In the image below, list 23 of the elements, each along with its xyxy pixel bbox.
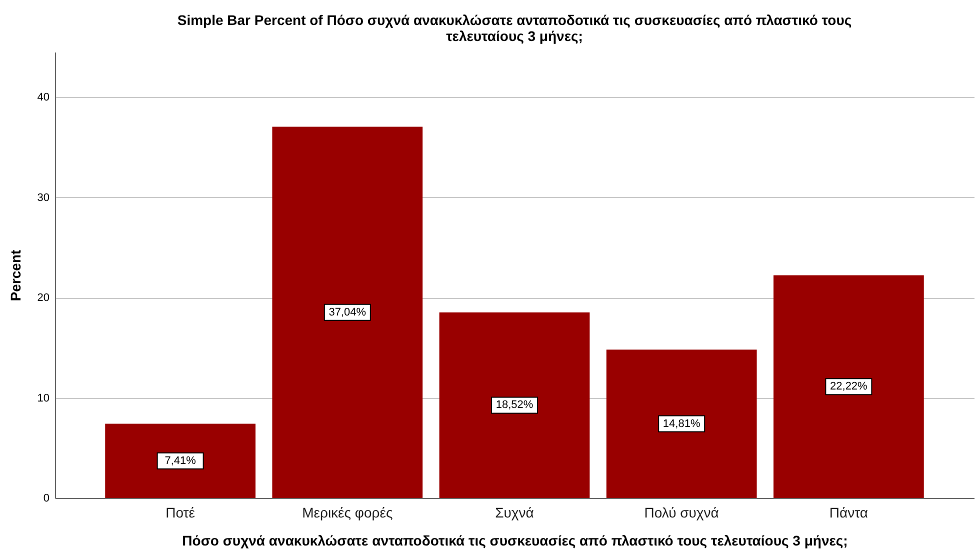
bar (272, 126, 423, 498)
x-tick-label: Πολύ συχνά (644, 504, 719, 520)
chart-title: Simple Bar Percent of Πόσο συχνά ανακυκλώσατε ανταποδοτικά τις συσκευασίες από πλαστικό τους τελευταίους 3 μήνες; (177, 12, 852, 44)
x-tick-label: Συχνά (495, 504, 534, 520)
x-axis-title: Πόσο συχνά ανακυκλώσατε ανταποδοτικά τις συσκευασίες από πλαστικό τους τελευταίους 3 μήνες; (182, 532, 848, 548)
bar (439, 312, 590, 498)
y-tick-label: 20 (37, 292, 50, 304)
y-tick-label: 10 (37, 392, 50, 404)
x-tick-label: Πάντα (829, 504, 868, 520)
bar (606, 350, 757, 498)
x-tick-label: Μερικές φορές (302, 504, 393, 520)
data-label: 14,81% (662, 418, 700, 430)
data-label: 22,22% (830, 380, 868, 393)
y-tick-label: 40 (37, 92, 50, 104)
bar (773, 275, 924, 498)
data-label: 37,04% (328, 306, 366, 318)
data-label: 18,52% (496, 399, 534, 412)
x-tick-label: Ποτέ (166, 504, 196, 520)
data-label: 7,41% (164, 454, 196, 467)
bar (105, 424, 256, 498)
y-axis-title: Percent (7, 249, 24, 302)
y-tick-label: 0 (43, 492, 50, 504)
y-tick-label: 30 (37, 192, 50, 204)
